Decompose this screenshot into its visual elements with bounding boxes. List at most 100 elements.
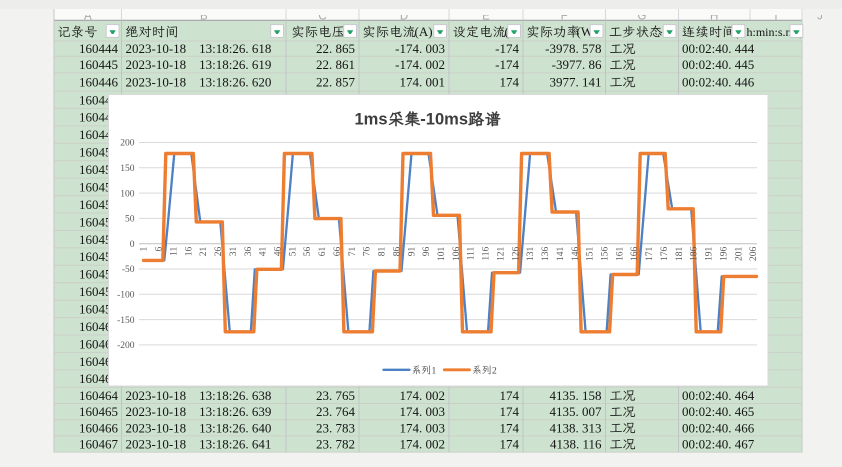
svg-text:146: 146	[571, 246, 581, 261]
svg-text:41: 41	[259, 246, 269, 256]
svg-text:2023-10-18 13:18:26. 641: 2023-10-18 13:18:26. 641	[126, 437, 272, 452]
svg-text:F: F	[561, 11, 568, 23]
svg-text:-174. 002: -174. 002	[395, 57, 445, 72]
svg-text:4138. 116: 4138. 116	[550, 437, 602, 452]
svg-text:2023-10-18 13:18:26. 619: 2023-10-18 13:18:26. 619	[126, 57, 272, 72]
svg-text:4135. 158: 4135. 158	[550, 388, 602, 403]
svg-text:160444: 160444	[79, 41, 119, 56]
svg-text:126: 126	[511, 246, 521, 261]
svg-text:A: A	[84, 11, 92, 23]
svg-text:151: 151	[586, 246, 596, 261]
svg-text:136: 136	[541, 246, 551, 261]
svg-text:H: H	[710, 11, 718, 23]
svg-text:-174: -174	[495, 41, 519, 56]
svg-text:196: 196	[719, 246, 729, 261]
svg-text:56: 56	[303, 246, 313, 256]
svg-text:00:02:40. 465: 00:02:40. 465	[682, 404, 754, 419]
svg-text:81: 81	[378, 246, 388, 256]
svg-text:-3977. 86: -3977. 86	[552, 57, 602, 72]
svg-text:-3978. 578: -3978. 578	[545, 41, 601, 56]
svg-text:G: G	[638, 11, 647, 23]
svg-text:174. 003: 174. 003	[400, 404, 446, 419]
svg-text:00:02:40. 466: 00:02:40. 466	[682, 420, 755, 435]
svg-text:160446: 160446	[79, 75, 119, 90]
svg-text:1ms: 1ms	[355, 111, 388, 129]
svg-text:2: 2	[492, 366, 497, 376]
svg-text:51: 51	[288, 246, 298, 256]
svg-text:23. 765: 23. 765	[316, 388, 355, 403]
svg-text:(A): (A)	[415, 24, 433, 39]
svg-text:26: 26	[214, 246, 224, 256]
svg-text:174. 003: 174. 003	[400, 420, 446, 435]
svg-text:111: 111	[467, 246, 477, 260]
svg-text:171: 171	[645, 246, 655, 261]
svg-text:00:02:40. 464: 00:02:40. 464	[682, 388, 755, 403]
svg-text:46: 46	[274, 246, 284, 256]
svg-text:181: 181	[675, 246, 685, 261]
svg-text:(W: (W	[577, 24, 594, 39]
svg-text:D: D	[400, 11, 408, 23]
svg-text:21: 21	[199, 246, 209, 256]
svg-text:2023-10-18 13:18:26. 640: 2023-10-18 13:18:26. 640	[126, 420, 272, 435]
svg-text:00:02:40. 446: 00:02:40. 446	[682, 75, 755, 90]
svg-text:B: B	[200, 11, 208, 23]
svg-text:-10ms: -10ms	[420, 111, 468, 129]
svg-text:2023-10-18 13:18:26. 638: 2023-10-18 13:18:26. 638	[126, 388, 272, 403]
svg-text:1: 1	[432, 366, 437, 376]
svg-text:22. 861: 22. 861	[316, 57, 355, 72]
svg-text:-150: -150	[117, 316, 135, 326]
svg-text:-200: -200	[117, 341, 135, 351]
svg-text:E: E	[482, 11, 490, 23]
svg-text:-100: -100	[117, 291, 135, 301]
svg-text:86: 86	[392, 246, 402, 256]
svg-text:I: I	[774, 11, 777, 23]
svg-text:00:02:40. 445: 00:02:40. 445	[682, 57, 754, 72]
svg-text:00:02:40. 467: 00:02:40. 467	[682, 437, 755, 452]
svg-text:91: 91	[407, 246, 417, 256]
svg-text:00:02:40. 444: 00:02:40. 444	[682, 41, 755, 56]
svg-text:174: 174	[500, 75, 520, 90]
svg-text:201: 201	[734, 246, 744, 261]
svg-text:4138. 313: 4138. 313	[550, 420, 602, 435]
svg-text:200: 200	[120, 139, 135, 149]
svg-text:160466: 160466	[79, 420, 119, 435]
svg-text:150: 150	[120, 164, 135, 174]
svg-text:116: 116	[482, 246, 492, 260]
svg-text:174: 174	[500, 404, 520, 419]
svg-text:121: 121	[497, 246, 507, 261]
svg-text:160445: 160445	[79, 57, 118, 72]
svg-text:J: J	[817, 11, 823, 23]
svg-text:1: 1	[140, 246, 150, 251]
svg-text:3977. 141: 3977. 141	[550, 75, 602, 90]
svg-text:23. 783: 23. 783	[316, 420, 355, 435]
svg-text:161: 161	[615, 246, 625, 261]
svg-text:71: 71	[348, 246, 358, 256]
svg-text:C: C	[318, 11, 326, 23]
svg-text:141: 141	[556, 246, 566, 261]
svg-text:31: 31	[229, 246, 239, 256]
svg-text:16: 16	[184, 246, 194, 256]
svg-text:96: 96	[422, 246, 432, 256]
svg-text:76: 76	[363, 246, 373, 256]
svg-text:11: 11	[169, 246, 179, 255]
svg-text:6: 6	[155, 246, 165, 251]
svg-text:186: 186	[690, 246, 700, 261]
svg-text:-174: -174	[495, 57, 519, 72]
svg-text:0: 0	[130, 240, 135, 250]
svg-text:174. 002: 174. 002	[400, 388, 446, 403]
svg-text:22. 857: 22. 857	[316, 75, 356, 90]
svg-text:174: 174	[500, 437, 520, 452]
svg-text:23. 764: 23. 764	[316, 404, 356, 419]
svg-text:160464: 160464	[79, 388, 119, 403]
svg-text:4135. 007: 4135. 007	[550, 404, 603, 419]
svg-text:174. 002: 174. 002	[400, 437, 446, 452]
svg-text:22. 865: 22. 865	[316, 41, 355, 56]
svg-text:160465: 160465	[79, 404, 118, 419]
svg-text:100: 100	[120, 189, 135, 199]
svg-text:156: 156	[601, 246, 611, 261]
svg-text:(: (	[505, 24, 509, 39]
svg-text:176: 176	[660, 246, 670, 261]
svg-text:50: 50	[125, 215, 135, 225]
svg-text:174: 174	[500, 388, 520, 403]
svg-text:131: 131	[526, 246, 536, 261]
